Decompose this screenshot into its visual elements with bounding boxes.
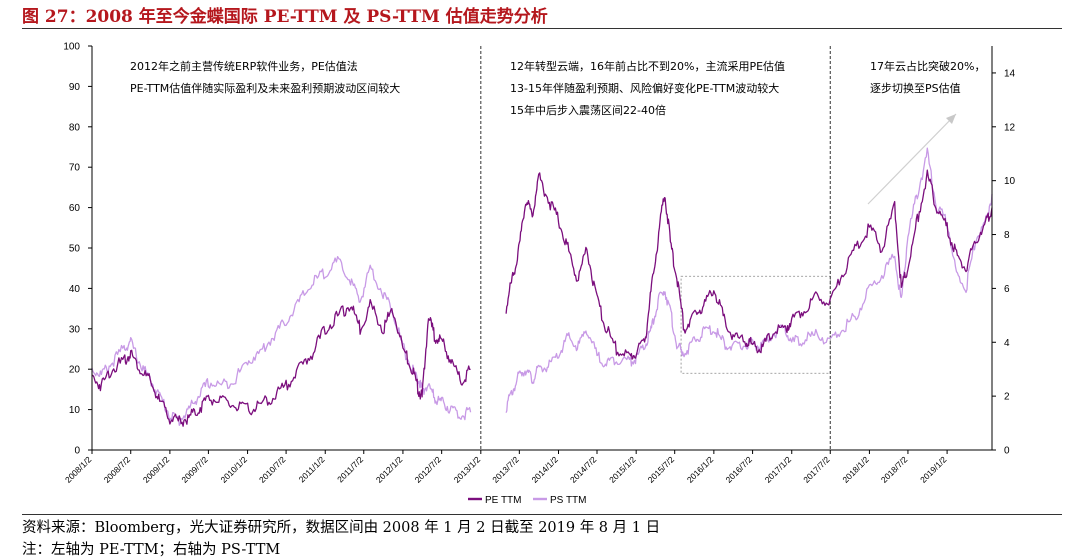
pe-ttm-line <box>505 169 993 360</box>
annotation-line: 17年云占比突破20%， <box>870 59 985 73</box>
figure-title: 图 27：2008 年至今金蝶国际 PE-TTM 及 PS-TTM 估值走势分析 <box>22 7 548 27</box>
footer-rule <box>22 514 1062 515</box>
x-tick-label: 2011/7/2 <box>335 454 365 484</box>
annotation-line: 逐步切换至PS估值 <box>870 81 961 95</box>
x-tick-label: 2012/7/2 <box>413 454 444 485</box>
left-tick-label: 50 <box>69 244 81 255</box>
x-tick-label: 2012/1/2 <box>374 454 405 485</box>
x-tick-label: 2008/7/2 <box>102 454 133 485</box>
left-tick-label: 80 <box>69 122 81 133</box>
left-tick-label: 30 <box>69 324 81 335</box>
consolidation-box <box>680 275 831 374</box>
period-dividers <box>480 46 831 450</box>
trend-arrow <box>867 113 957 205</box>
right-tick-label: 4 <box>1004 338 1010 349</box>
right-tick-label: 12 <box>1004 122 1016 133</box>
x-tick-label: 2017/7/2 <box>801 454 832 485</box>
x-tick-label: 2013/7/2 <box>490 454 521 485</box>
left-tick-label: 100 <box>63 42 80 53</box>
axis-note: 注：左轴为 PE-TTM；右轴为 PS-TTM <box>22 542 281 558</box>
left-tick-label: 70 <box>69 163 81 174</box>
left-tick-label: 10 <box>69 405 81 416</box>
annotation-line: 15年中后步入震荡区间22-40倍 <box>510 103 666 117</box>
legend-label: PE TTM <box>485 495 521 506</box>
ps-ttm-line <box>505 147 993 413</box>
left-tick-label: 40 <box>69 284 81 295</box>
right-tick-label: 2 <box>1004 392 1010 403</box>
source-note: 资料来源：Bloomberg，光大证券研究所，数据区间由 2008 年 1 月 … <box>22 520 661 536</box>
x-tick-label: 2018/1/2 <box>840 454 871 485</box>
right-axis-ticks: 0 2 4 6 8 10 12 14 <box>992 68 1016 457</box>
legend: PE TTM PS TTM <box>468 495 586 506</box>
x-tick-label: 2009/1/2 <box>141 454 172 485</box>
x-tick-label: 2018/7/2 <box>879 454 910 485</box>
right-tick-label: 14 <box>1004 68 1016 79</box>
annotation-line: 13-15年伴随盈利预期、风险偏好变化PE-TTM波动较大 <box>510 81 779 95</box>
left-tick-label: 0 <box>74 446 80 457</box>
annotation-line: 2012年之前主营传统ERP软件业务，PE估值法 <box>130 59 358 73</box>
left-axis-ticks: 0 10 20 30 40 50 60 70 80 90 100 <box>63 42 92 457</box>
pe-ps-chart: 0 10 20 30 40 50 60 70 80 90 100 0 2 4 6 8 10 12 14 2008/… <box>63 42 1016 507</box>
annotations: 2012年之前主营传统ERP软件业务，PE估值法 PE-TTM估值伴随实际盈利及未… <box>130 59 985 117</box>
x-axis-ticks: 2008/1/2 2008/7/2 2009/1/2 2009/7/2 2010/1/2… <box>63 450 949 485</box>
right-tick-label: 6 <box>1004 284 1010 295</box>
x-tick-label: 2014/1/2 <box>529 454 560 485</box>
x-tick-label: 2015/1/2 <box>607 454 638 485</box>
x-tick-label: 2014/7/2 <box>568 454 599 485</box>
left-tick-label: 20 <box>69 365 81 376</box>
series-lines <box>91 147 993 427</box>
pe-ttm-line <box>91 298 471 427</box>
x-tick-label: 2016/1/2 <box>685 454 716 485</box>
consolidation-range-box <box>680 275 831 374</box>
left-tick-label: 90 <box>69 82 81 93</box>
left-tick-label: 60 <box>69 203 81 214</box>
right-tick-label: 0 <box>1004 446 1010 457</box>
annotation-line: PE-TTM估值伴随实际盈利及未来盈利预期波动区间较大 <box>130 81 400 95</box>
title-rule <box>22 28 1062 29</box>
ps-ttm-line <box>91 255 472 426</box>
right-tick-label: 8 <box>1004 230 1010 241</box>
trend-arrow-head <box>946 114 956 124</box>
x-tick-label: 2015/7/2 <box>646 454 677 485</box>
legend-label: PS TTM <box>550 495 586 506</box>
x-tick-label: 2016/7/2 <box>724 454 755 485</box>
x-tick-label: 2013/1/2 <box>452 454 483 485</box>
x-tick-label: 2009/7/2 <box>179 454 210 485</box>
x-tick-label: 2010/7/2 <box>257 454 288 485</box>
trend-arrow-line <box>867 113 957 205</box>
x-tick-label: 2019/1/2 <box>918 454 949 485</box>
right-tick-label: 10 <box>1004 176 1016 187</box>
x-tick-label: 2008/1/2 <box>63 454 94 485</box>
annotation-line: 12年转型云端，16年前占比不到20%，主流采用PE估值 <box>510 59 785 73</box>
x-tick-label: 2017/1/2 <box>763 454 794 485</box>
x-tick-label: 2010/1/2 <box>219 454 250 485</box>
x-tick-label: 2011/1/2 <box>297 454 327 484</box>
